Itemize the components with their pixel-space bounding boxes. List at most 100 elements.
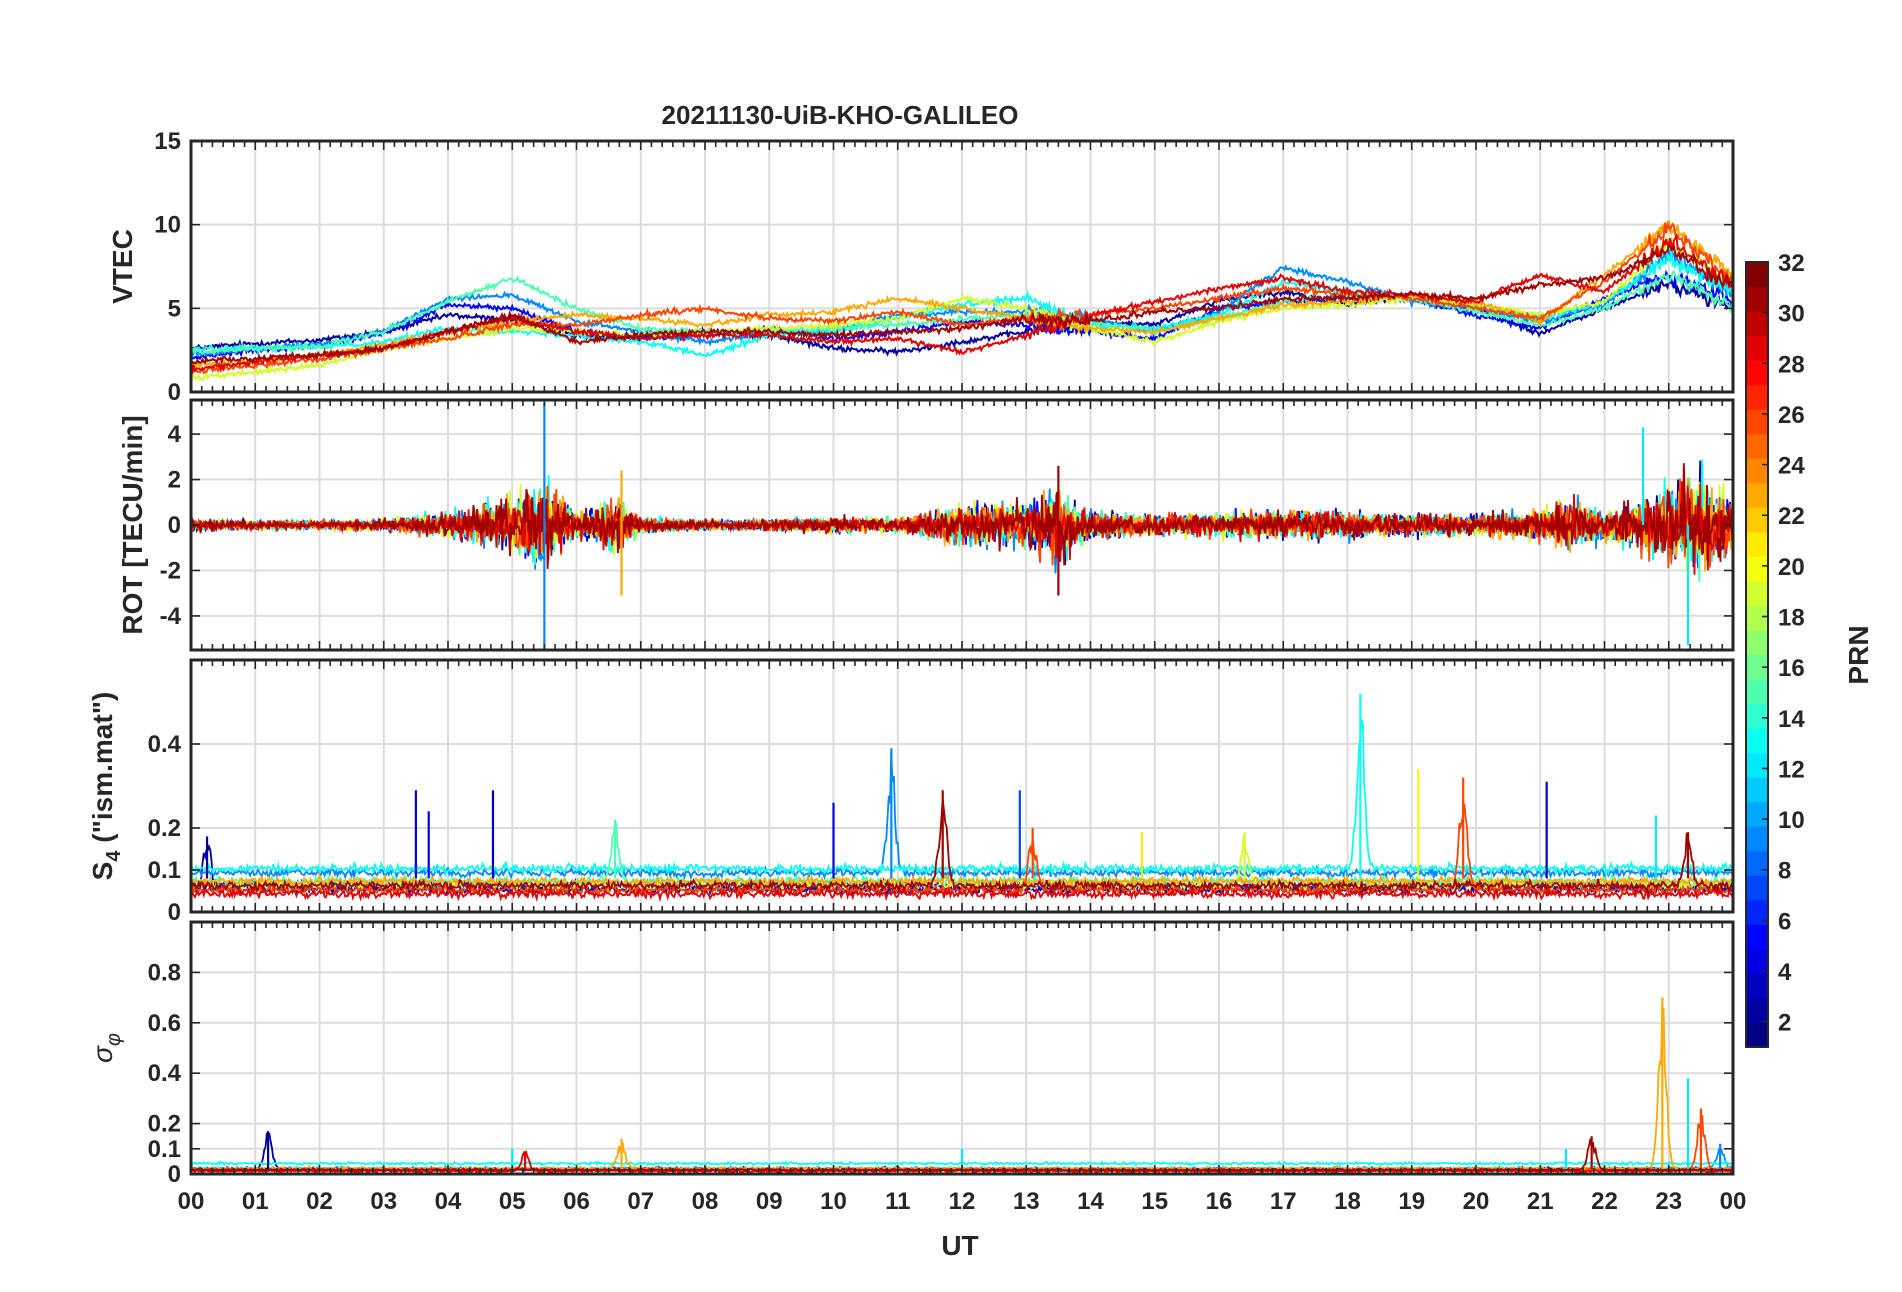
y-tick-label: 0.6 (148, 1010, 181, 1037)
colorbar-segment (1746, 531, 1768, 557)
colorbar-segment (1746, 311, 1768, 337)
x-tick-label: 09 (756, 1188, 783, 1215)
colorbar-tick-label: 16 (1778, 655, 1805, 682)
colorbar-segment (1746, 997, 1768, 1023)
x-tick-label: 19 (1398, 1188, 1425, 1215)
colorbar-segment (1746, 482, 1768, 508)
colorbar-segment (1746, 507, 1768, 533)
y-tick-label: 2 (168, 467, 181, 494)
colorbar-tick-label: 8 (1778, 858, 1791, 885)
colorbar-tick-label: 12 (1778, 756, 1805, 783)
y-tick-label: 0.8 (148, 959, 181, 986)
colorbar-segment (1746, 360, 1768, 386)
colorbar-tick-label: 18 (1778, 605, 1805, 632)
x-ticks (190, 141, 1734, 392)
colorbar-segment (1746, 384, 1768, 410)
colorbar-segment (1746, 433, 1768, 459)
colorbar-segment (1746, 580, 1768, 606)
series-line-prn-26 (191, 220, 1733, 375)
x-tick-label: 05 (499, 1188, 526, 1215)
colorbar-segment (1746, 973, 1768, 999)
colorbar-segment (1746, 899, 1768, 925)
colorbar-label: PRN (1843, 625, 1874, 684)
colorbar-segment (1746, 948, 1768, 974)
colorbar-tick-label: 26 (1778, 402, 1805, 429)
colorbar-segment (1746, 801, 1768, 827)
chart-title: 20211130-UiB-KHO-GALILEO (662, 100, 1019, 130)
colorbar-segment (1746, 728, 1768, 754)
plot-area (191, 402, 1733, 650)
x-tick-label: 10 (820, 1188, 847, 1215)
plot-area (191, 693, 1733, 903)
colorbar-segment (1746, 752, 1768, 778)
x-tick-label: 02 (306, 1188, 333, 1215)
x-tick-label: 07 (627, 1188, 654, 1215)
colorbar-segment (1746, 777, 1768, 803)
colorbar-segment (1746, 286, 1768, 312)
colorbar-tick-label: 20 (1778, 554, 1805, 581)
colorbar-segment (1746, 924, 1768, 950)
colorbar-segment (1746, 703, 1768, 729)
y-tick-label: 0.1 (148, 857, 181, 884)
x-tick-label: 17 (1270, 1188, 1297, 1215)
panel-s4: 0 0.1 0.2 0.4 S4 ("ism.mat") (87, 658, 1735, 926)
y-tick-label: 10 (154, 212, 181, 239)
y-tick-label: 0 (168, 899, 181, 926)
x-tick-label: 12 (949, 1188, 976, 1215)
plot-area (191, 219, 1733, 382)
panel-vtec: 0 5 10 15 VTEC (107, 128, 1735, 406)
x-tick-label: 20 (1463, 1188, 1490, 1215)
y-tick-label: -4 (160, 603, 182, 630)
colorbar-tick-label: 24 (1778, 453, 1805, 480)
y-tick-label: 0.1 (148, 1136, 181, 1163)
colorbar-tick-label: 10 (1778, 807, 1805, 834)
colorbar-segment (1746, 335, 1768, 361)
y-tick-label: 0 (168, 379, 181, 406)
colorbar-segment (1746, 850, 1768, 876)
y-tick-label: 4 (168, 421, 182, 448)
y-axis-label-s4: S4 ("ism.mat") (87, 692, 125, 881)
y-tick-label: 0.4 (148, 1060, 182, 1087)
x-tick-label: 11 (885, 1188, 910, 1215)
y-axis-label-rot: ROT [TECU/min] (117, 415, 148, 634)
colorbar-segment (1746, 605, 1768, 631)
y-axis-label-rest: ("ism.mat") (87, 692, 118, 851)
x-ticks (190, 660, 1734, 912)
y-tick-label: 15 (154, 128, 181, 155)
x-tick-label: 22 (1591, 1188, 1618, 1215)
series-line-prn-29 (191, 885, 1733, 903)
colorbar-segment (1746, 875, 1768, 901)
x-tick-label: 04 (435, 1188, 462, 1215)
series-line-prn-9 (191, 753, 1733, 881)
x-tick-label: 06 (563, 1188, 590, 1215)
y-tick-label: 0.2 (148, 1111, 181, 1138)
series-line-prn-31 (191, 798, 1733, 894)
colorbar-segment (1746, 458, 1768, 484)
x-tick-label: 08 (692, 1188, 719, 1215)
colorbar-tick-label: 28 (1778, 351, 1805, 378)
colorbar-segment (1746, 826, 1768, 852)
colorbar-segment (1746, 654, 1768, 680)
x-axis-label: UT (941, 1230, 978, 1261)
x-tick-label: 23 (1655, 1188, 1682, 1215)
series-line-prn-13 (191, 719, 1733, 878)
y-tick-label: 0 (168, 1161, 181, 1188)
x-tick-label: 00 (1720, 1188, 1747, 1215)
y-axis-label-main: S (87, 862, 118, 881)
colorbar-tick-label: 4 (1778, 959, 1792, 986)
colorbar-tick-label: 32 (1778, 250, 1805, 277)
y-axis-label-main: σ (87, 1045, 118, 1063)
x-tick-label: 13 (1013, 1188, 1040, 1215)
x-tick-label: 00 (178, 1188, 205, 1215)
y-tick-label: -2 (160, 557, 181, 584)
x-ticks (190, 400, 1734, 650)
colorbar-segment (1746, 556, 1768, 582)
x-tick-label: 16 (1206, 1188, 1233, 1215)
colorbar-frame (1745, 261, 1769, 1048)
x-ticks (190, 922, 1734, 1174)
x-tick-label: 03 (370, 1188, 397, 1215)
colorbar-tick-label: 6 (1778, 908, 1791, 935)
